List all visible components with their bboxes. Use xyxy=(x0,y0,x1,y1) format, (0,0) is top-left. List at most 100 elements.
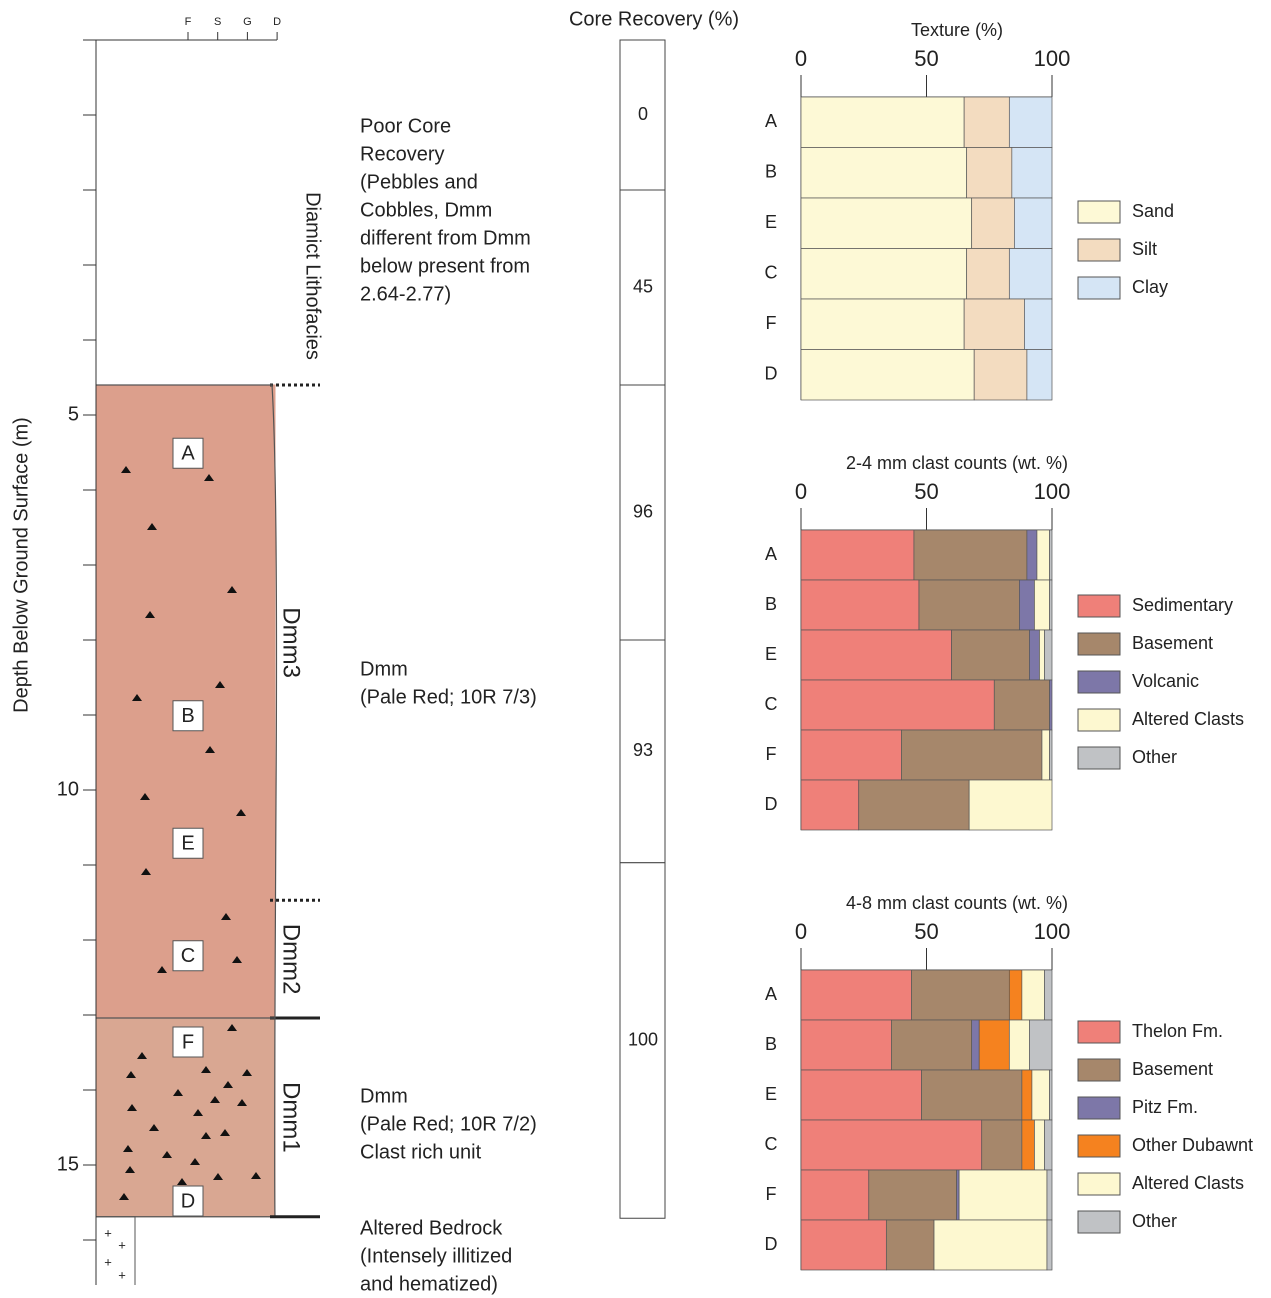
category-label: A xyxy=(765,111,777,131)
sample-label: F xyxy=(182,1031,194,1053)
category-label: D xyxy=(765,794,778,814)
bar-segment xyxy=(969,780,1052,830)
bar-segment xyxy=(1029,630,1039,680)
legend-label: Other xyxy=(1132,747,1177,767)
legend-swatch xyxy=(1078,1211,1120,1233)
category-label: C xyxy=(765,694,778,714)
bar-segment xyxy=(801,350,974,401)
recovery-value: 93 xyxy=(633,740,653,760)
legend-label: Silt xyxy=(1132,239,1157,259)
bar-segment xyxy=(911,970,1009,1020)
bar-segment xyxy=(982,1120,1022,1170)
category-label: F xyxy=(766,313,777,333)
bar-segment xyxy=(1049,580,1052,630)
grain-label: D xyxy=(273,16,281,28)
legend-swatch xyxy=(1078,201,1120,223)
description-line: Poor Core xyxy=(360,115,451,137)
bar-segment xyxy=(1049,730,1052,780)
recovery-value: 45 xyxy=(633,276,653,296)
grain-label: F xyxy=(185,16,192,28)
bar-segment xyxy=(972,1020,980,1070)
description-line: Cobbles, Dmm xyxy=(360,199,492,221)
legend-swatch xyxy=(1078,277,1120,299)
legend-label: Other xyxy=(1132,1211,1177,1231)
y-tick-label: 15 xyxy=(57,1153,79,1175)
x-tick-label: 100 xyxy=(1034,479,1071,504)
sample-label: C xyxy=(181,945,195,967)
bar-segment xyxy=(1049,680,1052,730)
category-label: C xyxy=(765,263,778,283)
bar-segment xyxy=(801,249,967,300)
description-line: Dmm xyxy=(360,658,408,680)
bar-segment xyxy=(801,580,919,630)
description-line: Clast rich unit xyxy=(360,1141,482,1163)
bedrock-symbol: + xyxy=(118,1267,126,1282)
bar-segment xyxy=(1049,1070,1052,1120)
legend-swatch xyxy=(1078,1135,1120,1157)
recovery-value: 100 xyxy=(628,1029,658,1049)
bar-segment xyxy=(934,1220,1047,1270)
unit-label: Dmm2 xyxy=(278,924,305,995)
description-line: (Pale Red; 10R 7/2) xyxy=(360,1113,537,1135)
legend-label: Pitz Fm. xyxy=(1132,1097,1198,1117)
bar-segment xyxy=(1034,1120,1044,1170)
description-line: below present from xyxy=(360,255,530,277)
category-label: E xyxy=(765,1084,777,1104)
bar-segment xyxy=(801,198,972,249)
bar-segment xyxy=(801,630,952,680)
legend-label: Sand xyxy=(1132,201,1174,221)
legend-swatch xyxy=(1078,595,1120,617)
description-line: (Pale Red; 10R 7/3) xyxy=(360,686,537,708)
bar-segment xyxy=(1027,350,1052,401)
bar-segment xyxy=(1009,970,1022,1020)
bar-segment xyxy=(964,299,1024,350)
description-line: (Pebbles and xyxy=(360,171,478,193)
legend-swatch xyxy=(1078,1097,1120,1119)
bar-segment xyxy=(1014,198,1052,249)
chart-title: Texture (%) xyxy=(911,20,1003,40)
legend-label: Clay xyxy=(1132,277,1168,297)
unit-label: Dmm3 xyxy=(278,607,305,678)
bar-segment xyxy=(1009,97,1052,148)
legend-label: Sedimentary xyxy=(1132,595,1233,615)
bar-segment xyxy=(964,97,1009,148)
legend-label: Volcanic xyxy=(1132,671,1199,691)
sample-label: A xyxy=(181,443,195,465)
bar-segment xyxy=(1022,1120,1035,1170)
legend-swatch xyxy=(1078,709,1120,731)
unit-label: Dmm1 xyxy=(278,1082,305,1153)
bar-segment xyxy=(1047,1220,1052,1270)
y-tick-label: 10 xyxy=(57,778,79,800)
bar-segment xyxy=(801,780,859,830)
x-tick-label: 50 xyxy=(914,479,938,504)
bar-segment xyxy=(886,1220,934,1270)
legend-label: Altered Clasts xyxy=(1132,1173,1244,1193)
facies-label: Diamict Lithofacies xyxy=(302,192,324,360)
sample-label: B xyxy=(181,705,194,727)
bar-segment xyxy=(1034,580,1049,630)
bar-segment xyxy=(972,198,1015,249)
x-tick-label: 0 xyxy=(795,919,807,944)
legend-label: Altered Clasts xyxy=(1132,709,1244,729)
legend-label: Basement xyxy=(1132,633,1213,653)
x-tick-label: 0 xyxy=(795,479,807,504)
bar-segment xyxy=(1044,970,1052,1020)
bar-segment xyxy=(921,1070,1021,1120)
sample-label: E xyxy=(181,833,194,855)
bar-segment xyxy=(1012,148,1052,199)
bar-segment xyxy=(967,148,1012,199)
description-line: Recovery xyxy=(360,143,444,165)
category-label: E xyxy=(765,212,777,232)
legend-swatch xyxy=(1078,671,1120,693)
bar-segment xyxy=(959,1170,1047,1220)
figure: Dmm3Dmm2Dmm1++++51015Depth Below Ground … xyxy=(0,0,1271,1298)
category-label: A xyxy=(765,544,777,564)
bar-segment xyxy=(1009,1020,1029,1070)
category-label: B xyxy=(765,1034,777,1054)
bar-segment xyxy=(1022,1070,1032,1120)
bar-segment xyxy=(979,1020,1009,1070)
legend-swatch xyxy=(1078,239,1120,261)
bar-segment xyxy=(1044,630,1052,680)
legend-swatch xyxy=(1078,633,1120,655)
x-tick-label: 100 xyxy=(1034,919,1071,944)
